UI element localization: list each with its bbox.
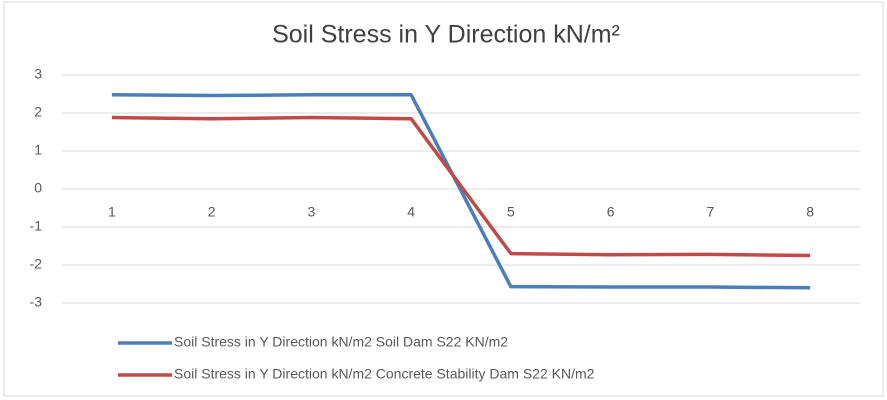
x-tick-label: 4 (407, 204, 415, 220)
series-line (111, 115, 811, 258)
x-tick-label: 1 (108, 204, 116, 220)
chart-border (3, 1, 884, 397)
x-tick-label: 6 (607, 204, 615, 220)
x-tick-label: 3 (307, 204, 315, 220)
y-tick-label: 1 (34, 142, 42, 158)
y-tick-label: -1 (30, 218, 43, 234)
legend-label: Soil Stress in Y Direction kN/m2 Soil Da… (174, 334, 508, 350)
x-tick-label: 8 (806, 204, 814, 220)
y-tick-label: 2 (34, 104, 42, 120)
x-tick-label: 5 (507, 204, 515, 220)
y-tick-label: -2 (30, 256, 43, 272)
y-tick-label: 3 (34, 66, 42, 82)
legend-label: Soil Stress in Y Direction kN/m2 Concret… (174, 366, 595, 382)
x-tick-label: 2 (208, 204, 216, 220)
y-tick-label: -3 (30, 294, 43, 310)
y-tick-label: 0 (34, 180, 42, 196)
series-line (111, 93, 811, 290)
chart-title: Soil Stress in Y Direction kN/m² (272, 21, 620, 49)
x-tick-label: 7 (706, 204, 714, 220)
